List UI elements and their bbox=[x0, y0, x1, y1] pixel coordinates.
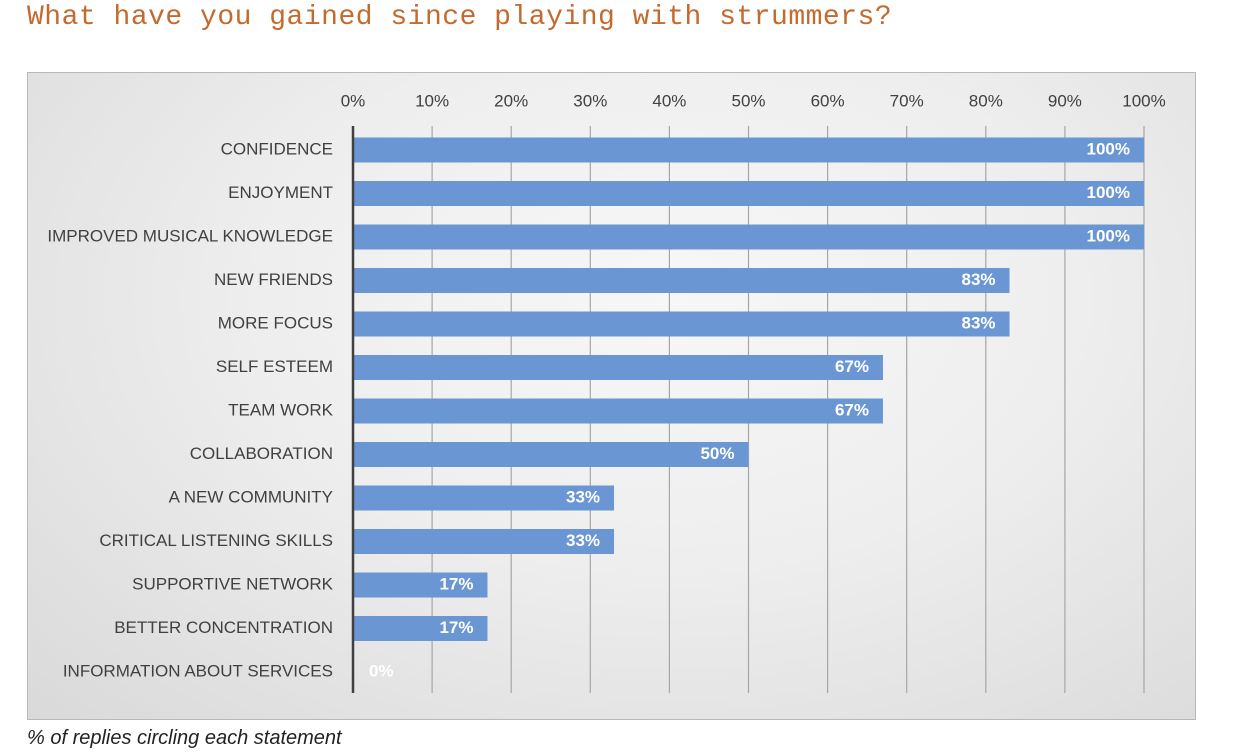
value-label: 67% bbox=[835, 357, 869, 376]
category-label: INFORMATION ABOUT SERVICES bbox=[63, 661, 333, 680]
category-label: A NEW COMMUNITY bbox=[169, 487, 333, 506]
x-tick-label: 60% bbox=[811, 91, 845, 110]
labels: 0% 10% 20% 30% 40% 50% 60% 70% 80% 90% 100% CONFIDE… bbox=[47, 91, 1165, 680]
category-label: MORE FOCUS bbox=[218, 313, 333, 332]
chart-caption: % of replies circling each statement bbox=[27, 727, 342, 749]
value-label: 83% bbox=[961, 313, 995, 332]
x-tick-label: 30% bbox=[573, 91, 607, 110]
category-label: SUPPORTIVE NETWORK bbox=[132, 574, 334, 593]
value-label: 50% bbox=[700, 444, 734, 463]
value-label: 67% bbox=[835, 400, 869, 419]
bar bbox=[353, 268, 1010, 293]
x-tick-label: 40% bbox=[652, 91, 686, 110]
bar bbox=[353, 529, 615, 554]
category-label: SELF ESTEEM bbox=[216, 357, 333, 376]
bar bbox=[353, 181, 1144, 206]
category-label: CONFIDENCE bbox=[221, 139, 333, 158]
x-tick-label: 0% bbox=[341, 91, 366, 110]
category-label: CRITICAL LISTENING SKILLS bbox=[99, 531, 333, 550]
value-label: 100% bbox=[1087, 226, 1130, 245]
x-tick-label: 90% bbox=[1048, 91, 1082, 110]
bar-chart: 0% 10% 20% 30% 40% 50% 60% 70% 80% 90% 100% CONFIDE… bbox=[47, 91, 1166, 693]
bar bbox=[353, 572, 488, 598]
x-tick-label: 80% bbox=[969, 91, 1003, 110]
bar bbox=[353, 137, 1144, 163]
value-label: 0% bbox=[369, 661, 394, 680]
value-label: 83% bbox=[961, 270, 995, 289]
x-tick-label: 20% bbox=[494, 91, 528, 110]
bar bbox=[353, 442, 749, 467]
value-label: 33% bbox=[566, 531, 600, 550]
category-label: BETTER CONCENTRATION bbox=[114, 618, 333, 637]
x-tick-label: 50% bbox=[731, 91, 765, 110]
category-label: TEAM WORK bbox=[228, 400, 333, 419]
value-label: 33% bbox=[566, 487, 600, 506]
x-tick-label: 10% bbox=[415, 91, 449, 110]
category-label: NEW FRIENDS bbox=[214, 270, 333, 289]
category-label: COLLABORATION bbox=[190, 444, 333, 463]
bar bbox=[353, 398, 883, 424]
value-label: 100% bbox=[1087, 183, 1130, 202]
page-title: What have you gained since playing with … bbox=[27, 2, 893, 33]
bar bbox=[353, 224, 1144, 250]
bar bbox=[353, 616, 488, 641]
chart-panel: 0% 10% 20% 30% 40% 50% 60% 70% 80% 90% 100% CONFIDE… bbox=[27, 72, 1196, 720]
bar bbox=[353, 355, 883, 380]
value-label: 17% bbox=[439, 618, 473, 637]
bars bbox=[353, 137, 1144, 641]
bar bbox=[353, 485, 615, 511]
x-tick-label: 100% bbox=[1122, 91, 1165, 110]
value-label: 17% bbox=[439, 574, 473, 593]
x-tick-label: 70% bbox=[890, 91, 924, 110]
bar bbox=[353, 311, 1010, 337]
category-label: ENJOYMENT bbox=[228, 183, 333, 202]
value-label: 100% bbox=[1087, 139, 1130, 158]
category-label: IMPROVED MUSICAL KNOWLEDGE bbox=[47, 226, 333, 245]
